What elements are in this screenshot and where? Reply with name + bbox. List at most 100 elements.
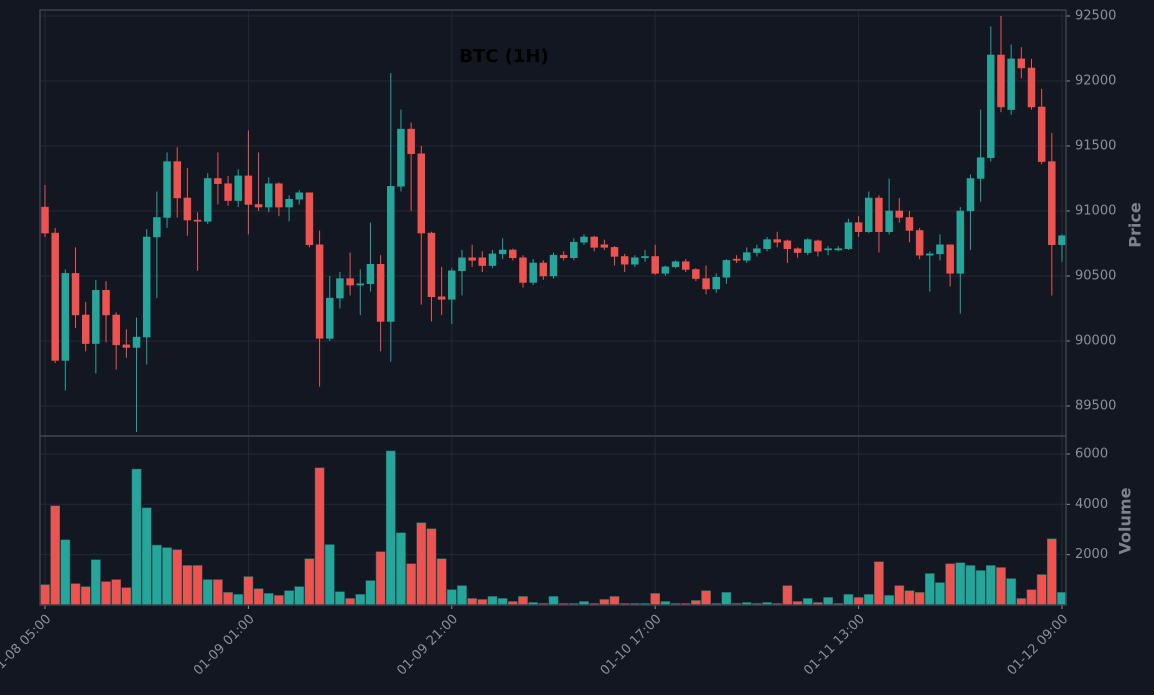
candle-body	[722, 260, 731, 278]
volume-bar	[1016, 598, 1027, 606]
candle-body	[692, 269, 700, 279]
volume-bar	[599, 599, 610, 606]
candle-body	[875, 197, 883, 233]
volume-bar	[446, 589, 457, 606]
volume-bar	[131, 468, 142, 606]
volume-frame	[39, 435, 1067, 606]
candle-body	[51, 232, 59, 361]
volume-bar	[192, 565, 203, 606]
candle-body	[895, 210, 904, 218]
candle-body	[905, 217, 914, 231]
volume-bar	[375, 551, 386, 606]
candle-body	[570, 241, 578, 259]
volume-bar	[416, 522, 427, 606]
candle-body	[61, 273, 70, 361]
volume-bar	[1046, 538, 1057, 606]
candle-body	[509, 249, 517, 259]
volume-bar	[223, 592, 233, 606]
volume-bar	[141, 507, 152, 606]
volume-bar	[782, 585, 793, 606]
volume-bar	[1006, 578, 1016, 606]
volume-bar	[985, 565, 996, 606]
candle-body	[71, 273, 80, 316]
y-tick-label: 91000	[1075, 203, 1116, 218]
candle-body	[376, 264, 385, 322]
candle-body	[742, 252, 751, 261]
candle-body	[275, 183, 283, 208]
candle-body	[559, 254, 568, 259]
candle-body	[468, 257, 476, 261]
volume-bar	[935, 582, 945, 606]
volume-bar	[263, 593, 274, 606]
volume-bar	[304, 558, 315, 606]
candle-body	[153, 217, 161, 238]
volume-bar	[202, 579, 213, 606]
volume-bar	[1036, 574, 1047, 606]
y-tick-label: 89500	[1075, 398, 1116, 413]
candle-body	[763, 239, 771, 249]
volume-bar	[152, 544, 162, 606]
candle-body	[224, 183, 232, 201]
volume-bar	[497, 598, 508, 606]
candle-body	[305, 192, 314, 246]
candle-body	[122, 344, 131, 348]
volume-bar	[701, 590, 711, 606]
y-tick-label: 90000	[1075, 333, 1116, 348]
candle-body	[427, 232, 436, 298]
candle-body	[702, 278, 710, 290]
volume-bar	[111, 579, 122, 606]
volume-bar	[80, 586, 91, 606]
candle-body	[976, 157, 985, 179]
volume-bar	[894, 585, 905, 606]
y-tick-label: 91500	[1075, 138, 1116, 153]
volume-bar	[457, 585, 467, 606]
candle-body	[865, 197, 873, 233]
volume-bar	[345, 598, 355, 606]
volume-bar	[294, 586, 305, 606]
candle-body	[814, 240, 822, 252]
volume-bar	[477, 599, 488, 606]
candle-body	[264, 183, 273, 208]
candle-body	[834, 248, 843, 251]
volume-bar	[884, 595, 894, 606]
volume-bar	[467, 598, 477, 606]
volume-bar	[650, 593, 661, 606]
candle-body	[366, 264, 375, 285]
candle-body	[448, 270, 456, 300]
volume-bar	[924, 573, 935, 606]
volume-bar	[945, 563, 955, 606]
candle-body	[407, 128, 415, 155]
candle-body	[773, 239, 781, 243]
candle-body	[254, 204, 263, 208]
volume-axis-label: Volume	[1116, 487, 1135, 554]
candle-body	[163, 161, 171, 218]
candle-body	[458, 257, 466, 272]
volume-bar	[253, 588, 264, 606]
volume-bar	[243, 576, 254, 606]
candle-body	[997, 54, 1005, 108]
volume-bar	[406, 563, 416, 606]
candle-body	[193, 219, 202, 222]
candle-body	[315, 244, 324, 339]
candle-body	[387, 186, 395, 322]
candle-body	[936, 244, 944, 255]
candle-body	[610, 247, 619, 257]
candle-body	[651, 256, 659, 274]
candle-body	[753, 248, 761, 253]
volume-bar	[365, 580, 376, 606]
volume-bar	[548, 596, 559, 606]
volume-bar	[426, 528, 437, 606]
volume-bar	[1057, 592, 1067, 606]
volume-bar	[853, 597, 864, 606]
volume-bar	[823, 597, 833, 606]
volume-bar	[518, 596, 528, 606]
volume-bar	[213, 579, 223, 606]
candle-body	[600, 244, 609, 248]
y-tick-label: 90500	[1075, 268, 1116, 283]
candle-body	[712, 277, 720, 290]
volume-bar	[721, 592, 732, 606]
candle-body	[41, 206, 49, 234]
volume-bar	[609, 596, 620, 606]
volume-bar	[863, 594, 874, 606]
